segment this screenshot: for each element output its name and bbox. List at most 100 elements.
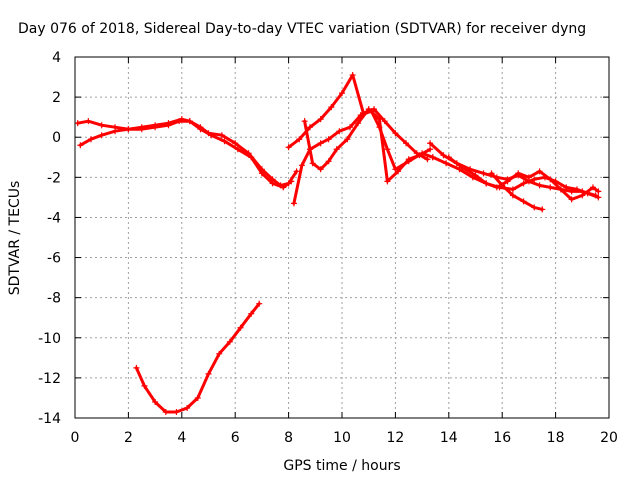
data-point-marker: [520, 180, 527, 187]
data-point-marker: [493, 174, 500, 181]
data-point-marker: [98, 132, 105, 139]
data-point-marker: [595, 188, 602, 195]
grid-lines: [75, 57, 609, 418]
data-point-marker: [306, 124, 313, 131]
y-tick-label: 2: [52, 90, 61, 106]
y-tick-label: -4: [47, 210, 61, 226]
data-point-marker: [589, 184, 596, 191]
y-tick-label: -6: [47, 251, 61, 267]
data-point-marker: [504, 178, 511, 185]
data-point-marker: [152, 124, 159, 131]
x-tick-label: 16: [493, 430, 511, 446]
data-point-marker: [515, 170, 522, 177]
y-tick-label: -12: [38, 371, 61, 387]
data-point-marker: [258, 170, 265, 177]
data-point-marker: [392, 130, 399, 137]
x-tick-label: 20: [600, 430, 618, 446]
data-point-marker: [381, 118, 388, 125]
y-tick-label: 4: [52, 50, 61, 66]
data-point-marker: [176, 118, 183, 125]
data-point-marker: [539, 206, 546, 213]
data-point-marker: [325, 136, 332, 143]
data-point-marker: [493, 184, 500, 191]
data-point-marker: [237, 324, 244, 331]
data-point-marker: [112, 128, 119, 135]
data-point-marker: [563, 184, 570, 191]
data-point-marker: [234, 146, 241, 153]
data-point-marker: [384, 146, 391, 153]
data-point-marker: [293, 168, 300, 175]
data-point-marker: [197, 126, 204, 133]
data-point-marker: [355, 120, 362, 127]
data-point-marker: [205, 370, 212, 377]
data-point-marker: [509, 186, 516, 193]
data-point-marker: [384, 178, 391, 185]
axis-ticks: [74, 56, 610, 419]
series-arc-4: [287, 73, 429, 161]
data-point-marker: [88, 136, 95, 143]
series-arc-6: [303, 107, 432, 183]
data-point-marker: [328, 104, 335, 111]
y-tick-labels: 4 2 0 -2 -4 -6 -8 -10 -12 -14: [38, 50, 61, 427]
data-point-marker: [488, 170, 495, 177]
data-point-marker: [453, 160, 460, 167]
data-point-marker: [472, 172, 479, 179]
data-point-marker: [443, 160, 450, 167]
data-point-marker: [325, 158, 332, 165]
data-point-marker: [218, 132, 225, 139]
data-point-marker: [547, 176, 554, 183]
data-point-marker: [173, 408, 180, 415]
data-point-marker: [344, 136, 351, 143]
chart-title: Day 076 of 2018, Sidereal Day-to-day VTE…: [18, 21, 586, 37]
data-point-marker: [536, 168, 543, 175]
data-point-marker: [339, 90, 345, 97]
data-point-marker: [301, 118, 308, 125]
x-tick-label: 18: [547, 430, 565, 446]
data-point-marker: [221, 138, 228, 145]
data-point-marker: [595, 194, 602, 201]
data-point-marker: [317, 116, 324, 123]
data-point-marker: [568, 188, 575, 195]
data-point-marker: [216, 350, 223, 357]
data-point-marker: [74, 120, 81, 127]
data-point-marker: [290, 200, 297, 207]
data-point-marker: [98, 122, 105, 129]
data-point-marker: [296, 136, 303, 143]
data-point-marker: [317, 166, 324, 173]
data-point-marker: [445, 154, 452, 161]
data-point-marker: [138, 126, 145, 133]
data-point-marker: [536, 182, 543, 189]
data-point-marker: [405, 156, 412, 163]
x-axis-label: GPS time / hours: [283, 458, 400, 474]
data-point-marker: [416, 152, 423, 159]
data-point-marker: [77, 142, 84, 149]
data-point-marker: [333, 146, 340, 153]
x-tick-label: 14: [440, 430, 458, 446]
data-point-marker: [208, 132, 215, 139]
data-point-marker: [152, 398, 159, 405]
marker-group: [74, 72, 602, 415]
data-point-marker: [584, 190, 591, 197]
data-point-marker: [429, 154, 436, 161]
y-tick-label: 0: [52, 130, 61, 146]
data-point-marker: [285, 144, 292, 151]
data-point-marker: [186, 118, 193, 125]
x-tick-labels: 0 2 4 6 8 10 12 14 16 18 20: [71, 430, 618, 446]
data-point-marker: [162, 408, 169, 415]
data-point-marker: [280, 184, 287, 191]
data-point-marker: [467, 166, 474, 173]
data-point-marker: [520, 198, 527, 205]
data-point-marker: [85, 118, 92, 125]
data-point-marker: [184, 404, 191, 411]
x-tick-label: 0: [71, 430, 80, 446]
data-point-marker: [349, 72, 356, 79]
data-point-marker: [347, 124, 354, 131]
data-point-marker: [480, 170, 487, 177]
data-point-marker: [459, 164, 466, 171]
data-point-marker: [403, 140, 410, 147]
data-point-marker: [226, 338, 233, 345]
data-point-marker: [541, 174, 548, 181]
data-point-marker: [365, 106, 372, 113]
data-point-marker: [256, 300, 263, 307]
